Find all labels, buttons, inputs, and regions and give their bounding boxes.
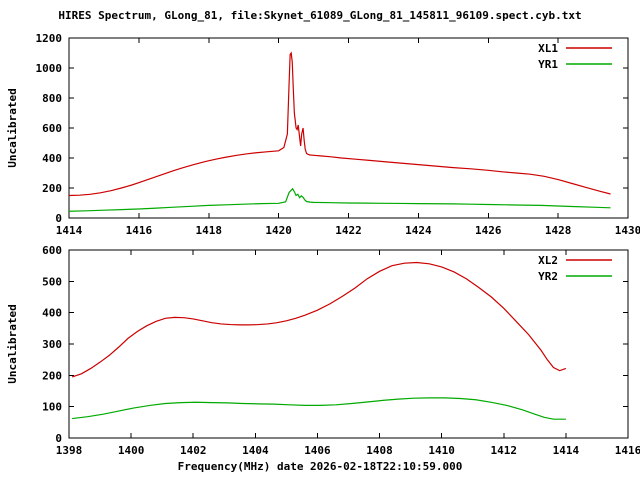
series-line-xl1 <box>68 51 611 197</box>
y-tick-label-bottom-0: 0 <box>55 432 62 445</box>
y-tick-label-top-4: 800 <box>42 92 62 105</box>
page-title: HIRES Spectrum, GLong_81, file:Skynet_61… <box>58 9 582 22</box>
legend-label-xl1: XL1 <box>538 42 558 55</box>
series-line-yr2 <box>72 397 566 420</box>
y-tick-label-bottom-4: 400 <box>42 307 62 320</box>
legend-label-yr2: YR2 <box>538 270 558 283</box>
x-tick-label-bottom-6: 1410 <box>428 444 455 457</box>
x-tick-label-bottom-9: 1416 <box>615 444 640 457</box>
x-tick-label-top-8: 1430 <box>615 224 640 237</box>
series-line-xl2 <box>71 261 567 378</box>
series-line-yr1 <box>68 187 611 212</box>
x-tick-label-bottom-3: 1404 <box>242 444 269 457</box>
y-tick-label-bottom-6: 600 <box>42 244 62 257</box>
x-axis-label: Frequency(MHz) date 2026-02-18T22:10:59.… <box>178 460 463 473</box>
x-tick-label-bottom-8: 1414 <box>553 444 580 457</box>
y-tick-label-top-3: 600 <box>42 122 62 135</box>
x-tick-label-top-4: 1422 <box>335 224 362 237</box>
x-tick-label-top-0: 1414 <box>56 224 83 237</box>
x-tick-label-bottom-4: 1406 <box>304 444 331 457</box>
y-tick-label-bottom-5: 500 <box>42 275 62 288</box>
y-tick-label-bottom-1: 100 <box>42 401 62 414</box>
x-tick-label-top-6: 1426 <box>475 224 502 237</box>
x-tick-label-bottom-7: 1412 <box>491 444 518 457</box>
x-tick-label-top-7: 1428 <box>545 224 572 237</box>
plot-panel-top: 0 200 400 600 800 1000 1200 1414 1416 1418 1420 142… <box>6 32 640 237</box>
x-tick-label-bottom-1: 1400 <box>118 444 145 457</box>
y-tick-label-bottom-3: 300 <box>42 338 62 351</box>
y-tick-label-top-1: 200 <box>42 182 62 195</box>
y-tick-label-top-0: 0 <box>55 212 62 225</box>
legend-label-yr1: YR1 <box>538 58 558 71</box>
x-tick-label-top-2: 1418 <box>196 224 223 237</box>
x-tick-label-top-1: 1416 <box>126 224 153 237</box>
x-tick-label-bottom-0: 1398 <box>56 444 83 457</box>
x-tick-label-top-3: 1420 <box>265 224 292 237</box>
y-tick-label-top-5: 1000 <box>36 62 63 75</box>
y-tick-label-top-6: 1200 <box>36 32 63 45</box>
y-axis-label-bottom: Uncalibrated <box>6 304 19 383</box>
x-tick-label-bottom-2: 1402 <box>180 444 207 457</box>
legend-label-xl2: XL2 <box>538 254 558 267</box>
y-tick-label-bottom-2: 200 <box>42 369 62 382</box>
y-tick-label-top-2: 400 <box>42 152 62 165</box>
x-tick-label-top-5: 1424 <box>405 224 432 237</box>
plot-panel-bottom: 0 100 200 300 400 500 600 1398 1400 1402 1404 1406 1… <box>6 244 640 457</box>
x-tick-label-bottom-5: 1408 <box>366 444 393 457</box>
y-axis-label-top: Uncalibrated <box>6 88 19 167</box>
